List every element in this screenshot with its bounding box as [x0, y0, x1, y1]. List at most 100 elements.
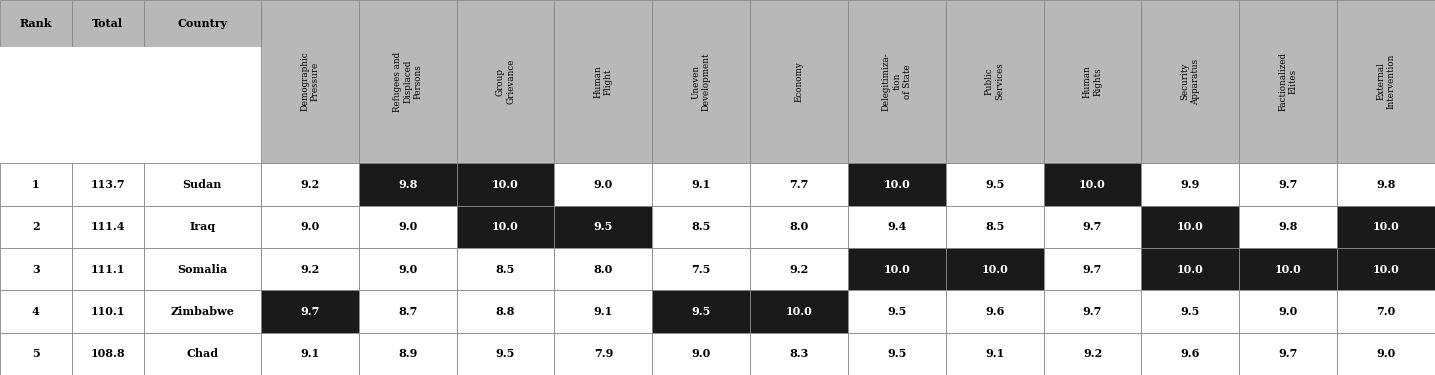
Text: 9.7: 9.7 [1279, 179, 1297, 190]
Text: Iraq: Iraq [189, 221, 215, 232]
Text: 8.0: 8.0 [789, 221, 809, 232]
Bar [848, 290, 946, 333]
Text: 10.0: 10.0 [1177, 264, 1204, 274]
Bar [653, 290, 751, 333]
Text: Rank: Rank [20, 18, 52, 29]
Bar [751, 163, 848, 206]
Text: 7.5: 7.5 [692, 264, 710, 274]
Text: 9.7: 9.7 [300, 306, 320, 317]
Text: 10.0: 10.0 [1373, 264, 1399, 274]
Text: 9.5: 9.5 [887, 348, 907, 359]
Bar [144, 333, 261, 375]
Text: 8.9: 8.9 [397, 348, 418, 359]
Text: 8.7: 8.7 [397, 306, 418, 317]
Bar [1337, 163, 1435, 206]
Text: 7.7: 7.7 [789, 179, 809, 190]
Bar [653, 333, 751, 375]
Text: Chad: Chad [187, 348, 218, 359]
Bar [1141, 206, 1240, 248]
Text: 10.0: 10.0 [1177, 221, 1204, 232]
Text: 9.1: 9.1 [300, 348, 320, 359]
Text: 3: 3 [32, 264, 40, 274]
Bar [653, 163, 751, 206]
Bar [456, 206, 554, 248]
Bar [261, 333, 359, 375]
Bar [1043, 206, 1141, 248]
Text: 9.7: 9.7 [1083, 221, 1102, 232]
Text: 9.7: 9.7 [1083, 306, 1102, 317]
Bar [144, 163, 261, 206]
Bar [1141, 163, 1240, 206]
Text: 8.0: 8.0 [594, 264, 613, 274]
Text: 9.2: 9.2 [300, 179, 320, 190]
Bar [1337, 206, 1435, 248]
Bar [72, 0, 144, 46]
Text: 9.0: 9.0 [1279, 306, 1297, 317]
Text: Human
Rights: Human Rights [1083, 65, 1102, 98]
Bar [1240, 290, 1337, 333]
Bar [72, 163, 144, 206]
Bar [1043, 248, 1141, 290]
Text: External
Intervention: External Intervention [1376, 54, 1396, 109]
Bar [1043, 163, 1141, 206]
Text: Uneven
Development: Uneven Development [692, 53, 710, 111]
Bar [751, 206, 848, 248]
Bar [1043, 0, 1141, 163]
Bar [144, 0, 261, 46]
Text: Delegitimiza-
tion
of State: Delegitimiza- tion of State [883, 52, 911, 111]
Text: Public
Services: Public Services [984, 63, 1004, 100]
Bar [261, 248, 359, 290]
Text: 108.8: 108.8 [90, 348, 125, 359]
Text: 10.0: 10.0 [492, 179, 519, 190]
Bar [359, 163, 456, 206]
Text: Security
Apparatus: Security Apparatus [1181, 58, 1200, 105]
Text: 10.0: 10.0 [1274, 264, 1302, 274]
Bar [848, 248, 946, 290]
Text: 10.0: 10.0 [884, 179, 910, 190]
Bar [751, 290, 848, 333]
Text: 9.5: 9.5 [887, 306, 907, 317]
Text: 9.8: 9.8 [397, 179, 418, 190]
Bar [456, 163, 554, 206]
Text: 9.7: 9.7 [1083, 264, 1102, 274]
Bar [1240, 163, 1337, 206]
Bar [359, 206, 456, 248]
Text: Zimbabwe: Zimbabwe [171, 306, 234, 317]
Text: Demographic
Pressure: Demographic Pressure [300, 52, 320, 111]
Text: 9.2: 9.2 [300, 264, 320, 274]
Bar [261, 290, 359, 333]
Text: 9.5: 9.5 [692, 306, 710, 317]
Bar [1337, 290, 1435, 333]
Bar [554, 0, 653, 163]
Bar [848, 206, 946, 248]
Bar [751, 333, 848, 375]
Bar [1141, 333, 1240, 375]
Bar [0, 0, 72, 46]
Bar [0, 46, 72, 163]
Bar [456, 333, 554, 375]
Text: 10.0: 10.0 [982, 264, 1009, 274]
Bar [359, 333, 456, 375]
Text: 9.4: 9.4 [887, 221, 907, 232]
Text: Human
Flight: Human Flight [594, 65, 613, 98]
Bar [848, 163, 946, 206]
Text: 9.1: 9.1 [594, 306, 613, 317]
Text: 9.0: 9.0 [300, 221, 320, 232]
Bar [0, 163, 72, 206]
Text: Somalia: Somalia [177, 264, 227, 274]
Bar [946, 0, 1043, 163]
Text: 7.9: 7.9 [594, 348, 613, 359]
Bar [946, 206, 1043, 248]
Text: Sudan: Sudan [182, 179, 222, 190]
Text: 9.9: 9.9 [1181, 179, 1200, 190]
Bar [1240, 333, 1337, 375]
Bar [1141, 0, 1240, 163]
Text: 9.2: 9.2 [1083, 348, 1102, 359]
Bar [261, 0, 359, 163]
Text: Total: Total [92, 18, 123, 29]
Text: 5: 5 [32, 348, 40, 359]
Text: 9.0: 9.0 [397, 264, 418, 274]
Text: 9.1: 9.1 [984, 348, 1004, 359]
Bar [0, 333, 72, 375]
Text: 9.6: 9.6 [1181, 348, 1200, 359]
